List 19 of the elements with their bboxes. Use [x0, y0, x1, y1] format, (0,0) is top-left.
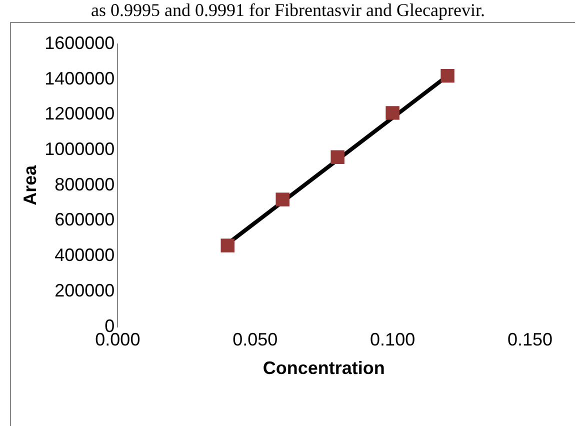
- y-axis-title: Area: [20, 164, 40, 206]
- point: [386, 106, 400, 120]
- y-tick-label: 600000: [54, 210, 115, 230]
- y-tick-label: 1400000: [44, 68, 115, 88]
- y-tick-label: 1200000: [44, 104, 115, 124]
- x-tick-label: 0.100: [370, 330, 416, 350]
- x-tick-label: 0.150: [507, 330, 553, 350]
- text: as 0.9995 and 0.9991 for Fibrentasvir and Glecaprevir.: [90, 0, 486, 21]
- y-tick-label: 1600000: [44, 32, 115, 53]
- x-axis-title: Concentration: [262, 358, 385, 378]
- y-tick-label: 800000: [54, 174, 115, 194]
- point: [330, 150, 344, 164]
- y-tick-label: 200000: [54, 280, 115, 300]
- point: [440, 68, 454, 83]
- point: [276, 192, 290, 206]
- y-tick-label: 1000000: [44, 139, 115, 160]
- y-tick-label: 400000: [54, 245, 115, 266]
- x-tick-label: 0.050: [232, 330, 278, 350]
- point: [220, 238, 234, 252]
